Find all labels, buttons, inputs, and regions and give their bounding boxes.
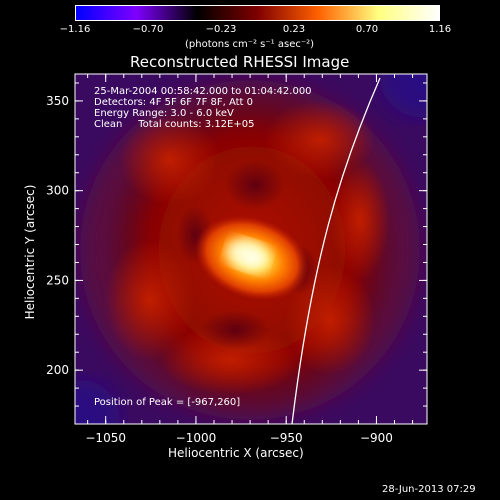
- x-axis-label: Heliocentric X (arcsec): [168, 446, 304, 460]
- x-tick-label: −1050: [85, 431, 126, 445]
- y-tick-label: 350: [46, 94, 69, 108]
- x-tick-label: −950: [270, 431, 303, 445]
- colorbar-tick-label: 1.16: [428, 24, 452, 35]
- peak-position-label: Position of Peak = [-967,260]: [94, 397, 241, 408]
- plot-frame: [74, 73, 428, 425]
- annotation-line: Detectors: 4F 5F 6F 7F 8F, Att 0: [94, 97, 254, 108]
- annotation-line: Clean Total counts: 3.12E+05: [94, 119, 255, 130]
- chart-title: Reconstructed RHESSI Image: [130, 53, 350, 71]
- axis-ticks: [75, 74, 427, 424]
- colorbar-tick-label: 0.23: [282, 24, 306, 35]
- colorbar: [75, 5, 440, 21]
- annotation-line: Energy Range: 3.0 - 6.0 keV: [94, 108, 234, 119]
- colorbar-tick-label: −0.23: [205, 24, 237, 35]
- colorbar-tick-label: 0.70: [355, 24, 379, 35]
- colorbar-tick-label: −1.16: [59, 24, 91, 35]
- y-tick-label: 250: [46, 273, 69, 287]
- x-tick-label: −900: [360, 431, 393, 445]
- y-axis-label: Heliocentric Y (arcsec): [23, 184, 37, 320]
- y-tick-label: 200: [46, 363, 69, 377]
- footer-timestamp: 28-Jun-2013 07:29: [382, 484, 476, 495]
- heatmap-image: [75, 74, 427, 424]
- solar-limb-line: [291, 77, 381, 424]
- colorbar-tick-label: −0.70: [132, 24, 164, 35]
- axis-tick-labels: −1050 −1000 −950 −900 200 250 300 350: [46, 94, 393, 445]
- annotation-line: 25-Mar-2004 00:58:42.000 to 01:04:42.000: [94, 86, 312, 97]
- colorbar-unit-label: (photons cm⁻² s⁻¹ asec⁻²): [185, 39, 315, 50]
- x-tick-label: −1000: [176, 431, 217, 445]
- y-tick-label: 300: [46, 184, 69, 198]
